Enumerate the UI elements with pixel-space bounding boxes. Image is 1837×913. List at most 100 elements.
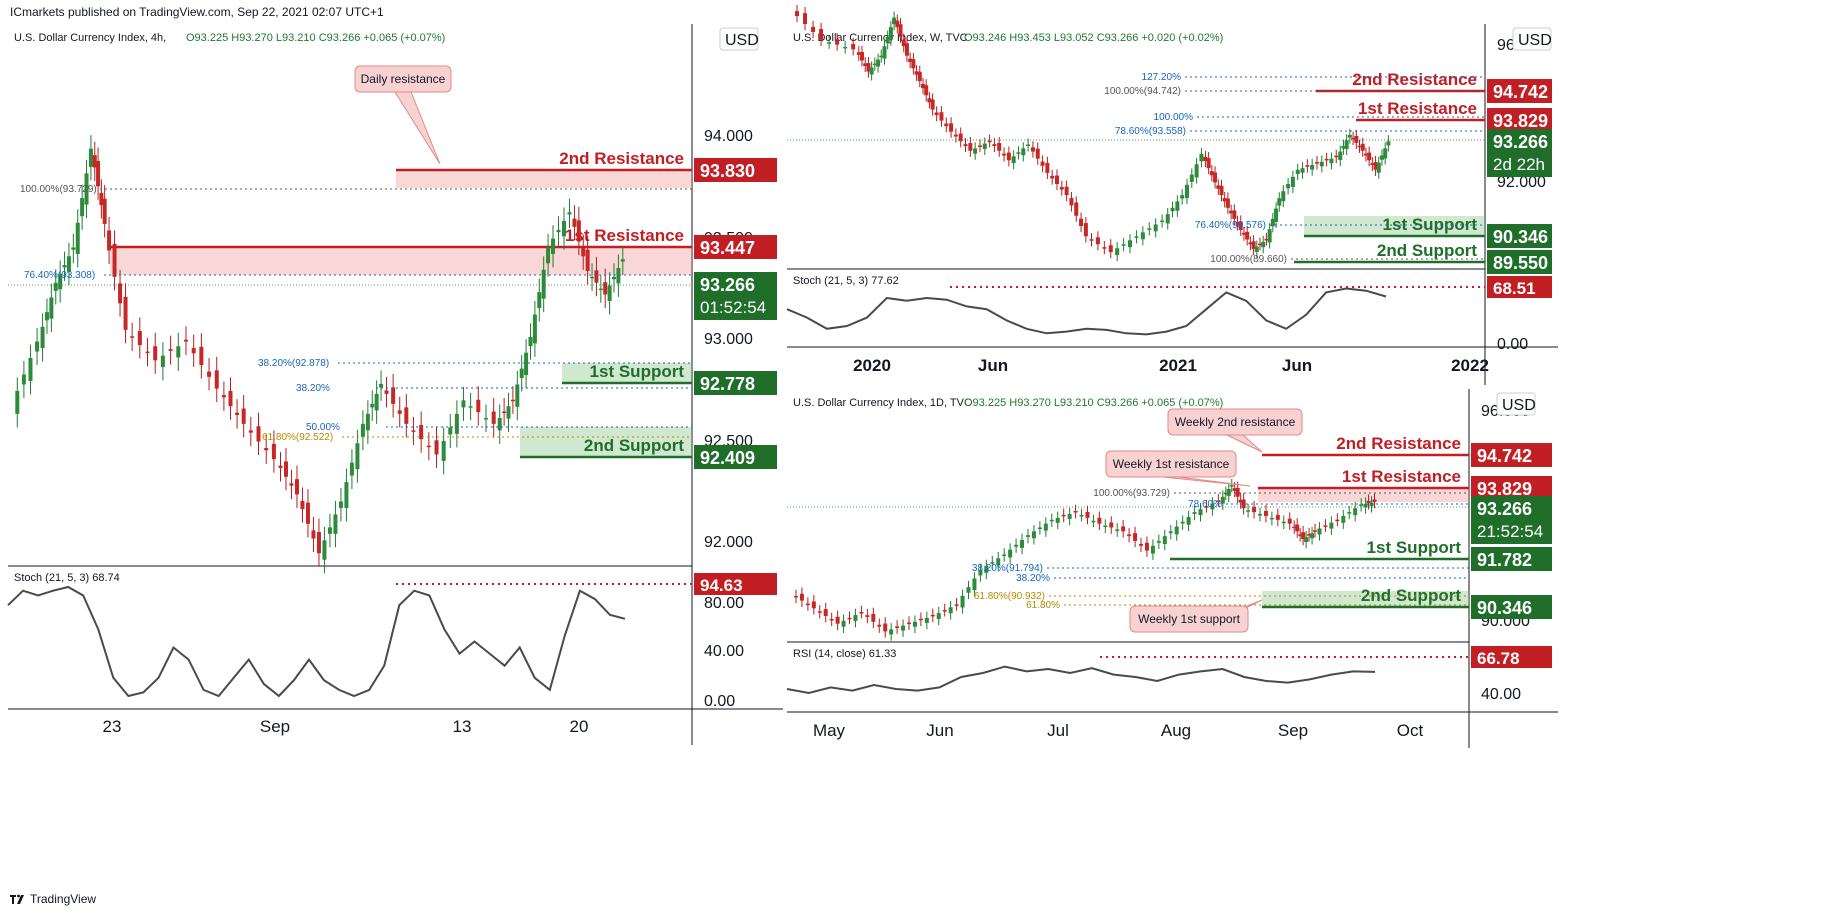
brand-text[interactable]: TradingView (30, 892, 97, 906)
publisher-bar: ICmarkets published on TradingView.com, … (0, 0, 1837, 24)
candle-body (912, 621, 917, 627)
candle-body (847, 617, 852, 620)
candle-body (581, 248, 586, 257)
candle-body (1043, 523, 1048, 531)
x-tick-label: Jun (978, 356, 1008, 375)
candle-body (289, 483, 294, 486)
callout-text: Weekly 2nd resistance (1175, 415, 1296, 429)
candle-body (856, 52, 861, 55)
candle-body (1069, 198, 1074, 206)
candle-body (1269, 517, 1274, 520)
candle-body (990, 562, 995, 564)
candle-body (355, 443, 360, 470)
level-label: 1st Support (590, 362, 685, 381)
candle-body (96, 160, 101, 187)
candle-body (1121, 526, 1126, 532)
candle-body (44, 312, 49, 321)
candle-body (391, 387, 396, 404)
tradingview-logo-icon[interactable] (10, 893, 24, 905)
level-price-tag (1471, 547, 1552, 571)
indicator-tick-label: 0.00 (704, 693, 735, 710)
candle-body (882, 46, 887, 59)
fib-label: 61.80%(92.522) (262, 432, 333, 443)
candle-body (235, 412, 240, 416)
level-price-text: 90.346 (1493, 227, 1548, 247)
candle-body (1102, 247, 1107, 249)
candle-body (316, 532, 321, 554)
candle-body (1162, 536, 1167, 544)
candle-body (311, 530, 316, 539)
candle-body (160, 355, 165, 367)
candle-body (1184, 184, 1189, 199)
currency-label: USD (725, 32, 759, 49)
candle-body (1147, 228, 1152, 230)
x-tick-label: 2020 (853, 356, 891, 375)
candle-body (811, 601, 816, 609)
candle-body (1150, 545, 1155, 554)
candle-body (1379, 155, 1384, 160)
indicator-line (786, 287, 1387, 336)
candle-body (997, 143, 1002, 151)
candle-body (1140, 232, 1145, 240)
candle-body (1109, 522, 1114, 528)
candle-body (879, 55, 884, 58)
fib-label: 100.00%(93.729) (20, 184, 97, 195)
candle-body (982, 143, 987, 149)
candle-body (576, 220, 581, 242)
last-price-tag (694, 272, 777, 320)
candle-body (53, 282, 58, 291)
candle-body (936, 613, 941, 620)
fib-label: 38.20% (1016, 573, 1050, 584)
callout-box (1129, 605, 1249, 633)
candle-body (434, 440, 439, 455)
fib-label: 38.20%(91.794) (972, 563, 1043, 574)
candle-body (1370, 163, 1375, 166)
candle-body (1134, 236, 1139, 238)
candle-body (207, 371, 212, 377)
candle-body (799, 593, 804, 601)
callout-pointer (1226, 434, 1263, 453)
level-price-tag (1487, 79, 1552, 103)
candle-body (968, 143, 973, 151)
candle-body (793, 595, 798, 598)
candle-body (1235, 221, 1240, 225)
candle-body (920, 83, 925, 89)
x-tick-label: May (813, 721, 846, 740)
candle-body (1241, 232, 1246, 235)
fib-label: 50.00% (306, 422, 340, 433)
callout-box (1105, 450, 1237, 478)
candle-body (866, 63, 871, 72)
candle-body (519, 368, 524, 378)
candle-body (153, 346, 158, 361)
candle-body (603, 282, 608, 295)
candle-body (883, 623, 888, 632)
candle-body (397, 410, 402, 414)
candle-body (333, 514, 338, 534)
candle-body (1323, 525, 1328, 527)
level-price-text: 92.778 (700, 374, 755, 394)
candle-body (827, 42, 832, 44)
candle-body (895, 626, 900, 628)
candle-body (1035, 148, 1040, 159)
candle-body (1301, 532, 1306, 540)
candle-body (1344, 140, 1349, 149)
last-price-text: 93.266 (1477, 499, 1532, 519)
candle-body (384, 390, 389, 394)
candle-body (107, 230, 112, 251)
candle-body (1073, 511, 1078, 513)
candle-body (1347, 134, 1352, 138)
candle-body (853, 615, 858, 621)
candle-body (1258, 243, 1263, 246)
candle-body (1160, 220, 1165, 222)
candle-body (1313, 530, 1318, 532)
fib-label: 76.40%(90.576) (1195, 220, 1266, 231)
candle-body (75, 222, 80, 254)
fib-label: 78.60% (1188, 499, 1222, 510)
candle-body (1275, 514, 1280, 520)
candle-body (1050, 175, 1055, 179)
candle-body (1045, 162, 1050, 173)
candle-body (118, 283, 123, 304)
callout-text: Daily resistance (361, 72, 446, 86)
candle-body (1298, 534, 1303, 536)
candle-body (80, 198, 85, 217)
